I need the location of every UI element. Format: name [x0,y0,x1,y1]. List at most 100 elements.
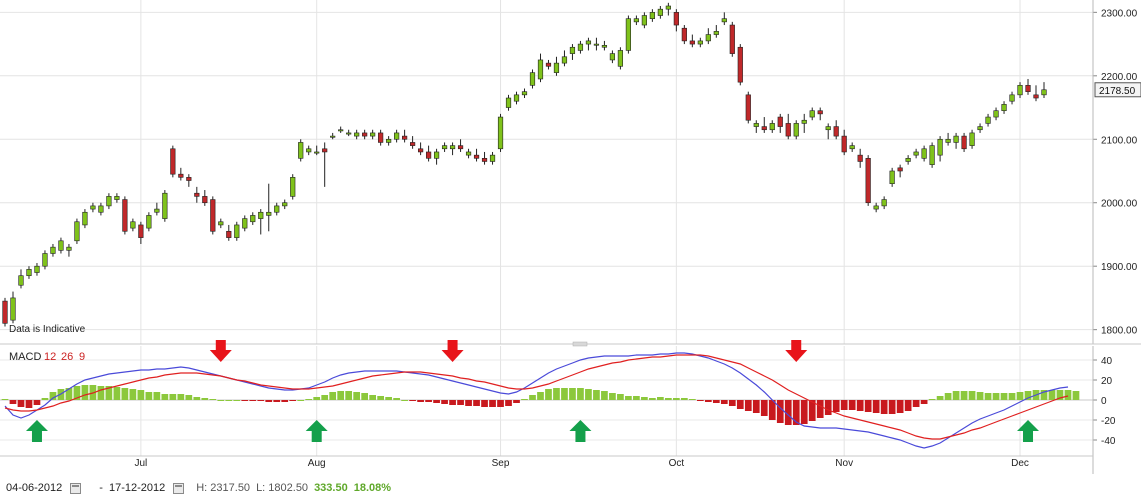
macd-histogram-bar [744,400,752,411]
macd-histogram-bar [33,400,41,405]
panel-resize-handle[interactable] [572,341,588,347]
candle [90,202,96,213]
candle-body [10,297,16,321]
macd-histogram-bar [465,400,472,406]
candle [657,6,663,19]
candle [370,129,376,140]
macd-histogram-bar [385,397,392,400]
macd-histogram-bar [1008,393,1016,400]
candle-body [266,211,272,216]
price-y-axis: 1800.00 1900.00 2000.00 2100.00 2200.00 2300.… [1092,0,1141,344]
candle [737,44,743,86]
candle [18,269,24,289]
macd-histogram-bar [233,400,241,401]
candle-body [186,177,192,181]
candle [481,151,488,165]
macd-histogram-bar [720,400,728,404]
candle-body [545,62,552,67]
candle-body [26,269,32,277]
macd-histogram-bar [305,399,313,400]
candle [146,212,152,232]
candle-body [1017,85,1023,96]
macd-histogram-bar [161,394,169,400]
macd-histogram-bar [417,400,424,402]
price-tick-label: 2000.00 [1101,199,1138,210]
calendar-icon[interactable] [173,483,185,494]
candle [346,129,352,137]
macd-histogram-bar [369,395,377,400]
candle-body [1025,85,1031,92]
macd-histogram-bar [880,400,888,414]
candle [441,142,448,152]
macd-histogram-bar [657,397,664,400]
candle-body [433,151,440,159]
macd-histogram-bar [313,397,321,400]
candle-body [354,132,360,137]
macd-histogram-bar [497,400,504,407]
macd-histogram-bar [449,400,456,405]
candle [10,291,16,324]
candle-body [202,196,208,204]
candle [290,174,296,200]
candle-body [410,142,416,146]
candle-body [449,145,456,150]
candle [74,218,80,244]
candle-body [250,215,256,223]
macd-histogram-bar [121,388,129,400]
macd-histogram-bar [864,400,872,412]
candle [889,167,895,187]
candle [929,142,935,168]
start-date[interactable]: 04-06-2012 [6,481,63,494]
candle [913,148,919,159]
macd-histogram-bar [177,394,185,400]
end-date[interactable]: 17-12-2012 [108,481,166,494]
buy-arrow-icon [25,420,48,442]
low-value: L: 1802.50 [256,481,309,494]
candle-body [713,31,719,35]
macd-histogram-bar [760,400,768,416]
candle [402,129,408,143]
macd-histogram-bar [968,391,976,400]
candle [801,113,807,133]
candle-body [745,94,751,121]
macd-histogram-bar [17,400,25,407]
macd-histogram-bar [265,400,273,402]
macd-histogram-bar [289,400,297,401]
macd-histogram-bar [928,399,936,400]
buy-arrow-icon [1017,420,1040,442]
change-value: 333.50 [314,481,348,494]
macd-histogram-bar [832,400,840,412]
candle-body [577,43,584,51]
candle [897,164,903,178]
macd-histogram-bar [856,400,864,411]
macd-histogram-bar [888,400,896,414]
macd-series-line [4,352,1069,449]
candle [713,25,719,38]
candle-body [569,46,576,54]
macd-histogram-bar [976,392,984,400]
macd-param-fast: 12 [44,351,56,363]
candle-body [234,224,240,238]
macd-histogram-bar [241,400,249,401]
macd-histogram-bar [329,392,337,400]
macd-histogram-bar [201,398,209,400]
macd-histogram-bar [561,388,568,400]
candle [761,117,767,133]
macd-histogram-bar [81,385,89,400]
candle [857,148,863,168]
candle [42,250,48,270]
macd-histogram-bar [617,394,624,400]
macd-histogram-bar [409,400,416,401]
calendar-icon[interactable] [70,483,82,494]
month-label: Oct [669,458,685,469]
month-label: Jul [134,458,147,469]
macd-histogram-bar [569,388,576,400]
macd-histogram-bar [848,400,856,410]
macd-histogram-bar [65,388,73,400]
macd-histogram-bar [776,400,784,423]
candle [98,202,104,216]
month-label: Dec [1011,458,1029,469]
macd-histogram-bar [129,389,137,400]
candle-body [162,192,168,219]
